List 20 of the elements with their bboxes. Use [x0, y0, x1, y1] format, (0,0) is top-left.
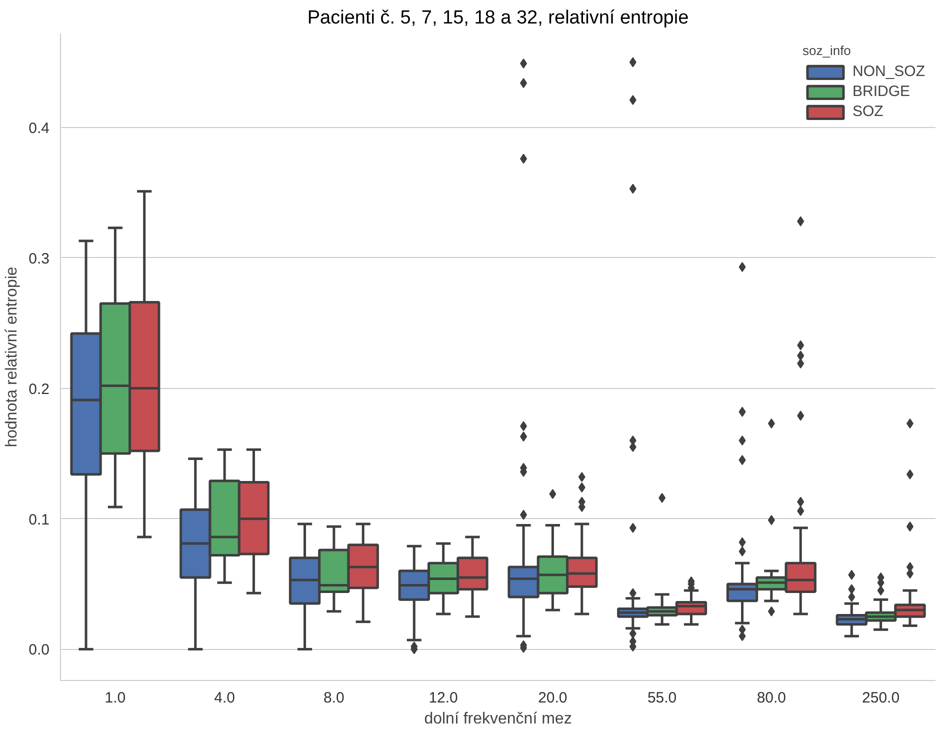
- x-tick-label: 12.0: [428, 690, 458, 706]
- y-tick-label: 0.3: [28, 250, 50, 268]
- y-tick-label: 0.1: [28, 511, 50, 528]
- legend-label: BRIDGE: [852, 83, 910, 100]
- x-tick-label: 8.0: [324, 690, 344, 706]
- x-tick-label: 20.0: [538, 690, 568, 706]
- legend-title: soz_info: [802, 43, 852, 58]
- y-tick-label: 0.2: [28, 380, 50, 398]
- x-tick-label: 80.0: [756, 690, 786, 706]
- x-tick-label: 1.0: [104, 690, 126, 706]
- x-tick-label: 55.0: [647, 690, 677, 706]
- x-tick-label: 250.0: [862, 690, 900, 706]
- x-axis-title: dolní frekvenční mez: [424, 710, 572, 728]
- chart-title: Pacienti č. 5, 7, 15, 18 a 32, relativní entropie: [307, 8, 689, 28]
- legend-label: NON_SOZ: [852, 63, 925, 80]
- legend-label: SOZ: [852, 103, 884, 120]
- y-tick-label: 0.4: [28, 120, 50, 137]
- x-tick-label: 4.0: [214, 690, 235, 706]
- y-axis-title: hodnota relativní entropie: [4, 266, 21, 448]
- y-tick-label: 0.0: [28, 642, 50, 659]
